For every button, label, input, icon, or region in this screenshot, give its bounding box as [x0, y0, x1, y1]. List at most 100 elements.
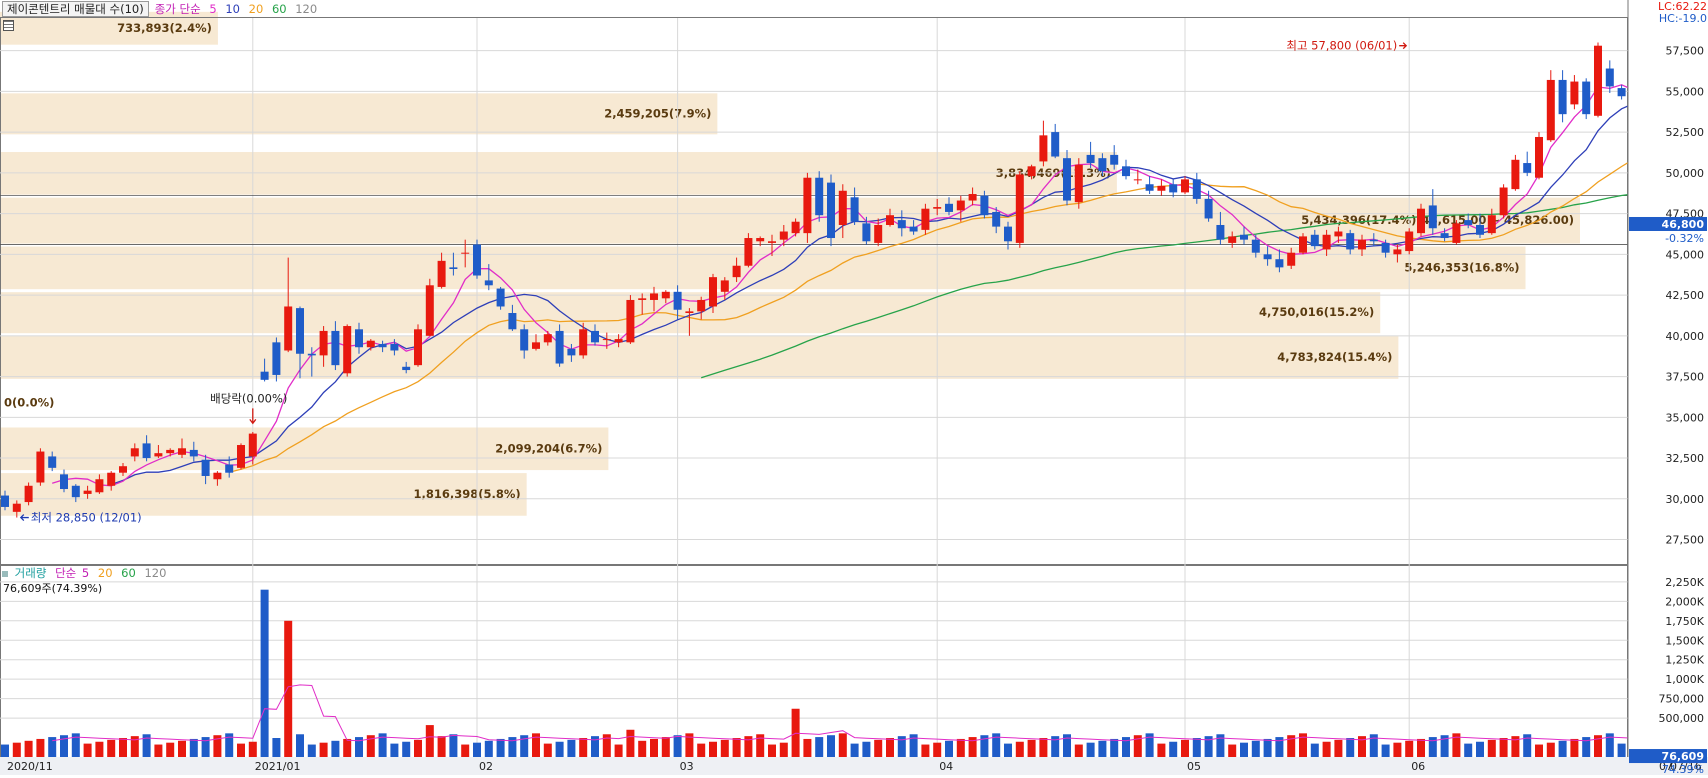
candle-body — [1369, 239, 1378, 242]
candle-body — [1039, 135, 1048, 162]
volume-bar — [95, 741, 104, 757]
candle-body — [437, 260, 446, 287]
candle-body — [1452, 223, 1461, 243]
symbol-selector[interactable]: 제이콘텐트리 매물대 수(10) — [2, 1, 149, 17]
volume-bar — [1334, 739, 1343, 757]
candle-body — [48, 456, 57, 468]
volume-bar — [862, 741, 871, 757]
volume-bar — [1015, 741, 1024, 757]
candle-body — [673, 291, 682, 310]
volume-bar — [1051, 736, 1060, 757]
volume-bar — [390, 743, 399, 757]
candle-body — [1192, 179, 1201, 199]
volume-bar — [1133, 735, 1142, 757]
date-tick-label: 07 — [1659, 760, 1673, 773]
volume-legend[interactable]: 거래량 단순 5 20 60 120 — [2, 565, 171, 581]
volume-bar — [1110, 738, 1119, 757]
volume-bars-layer — [1, 589, 1708, 757]
candle-body — [1263, 254, 1272, 260]
candle-body — [1275, 259, 1284, 268]
volume-profile-label: 0(0.0%) — [4, 396, 54, 410]
volume-bar — [119, 738, 127, 757]
candle-body — [1570, 81, 1579, 105]
volume-bar — [1039, 738, 1048, 757]
price-tick-label: 32,500 — [1666, 452, 1705, 465]
candle-body — [1405, 231, 1414, 252]
volume-bar — [909, 734, 918, 757]
volume-bar — [1464, 743, 1473, 757]
volume-bar — [1, 744, 9, 757]
candle-body — [60, 474, 68, 490]
price-tick-label: 55,000 — [1666, 85, 1705, 98]
candle-body — [1310, 234, 1319, 247]
candle-body — [709, 277, 717, 307]
candle-body — [1086, 154, 1095, 164]
candle-body — [779, 231, 788, 240]
price-tick-label: 35,000 — [1666, 411, 1705, 424]
candle-body — [1523, 163, 1532, 173]
candle-body — [638, 298, 647, 300]
volume-bar — [732, 738, 741, 757]
volume-bar — [201, 737, 210, 757]
price-indicator-legend[interactable]: 종가 단순 5 10 20 60 120 — [155, 1, 317, 17]
volume-bar — [1122, 737, 1130, 757]
candle-body — [130, 448, 139, 457]
candle-body — [614, 339, 623, 343]
volume-bar — [685, 733, 694, 757]
grid-settings-icon[interactable] — [3, 20, 14, 31]
candle-body — [83, 490, 92, 494]
volume-bar — [83, 743, 92, 757]
candle-body — [1594, 45, 1602, 116]
candle-body — [897, 220, 906, 229]
candle-body — [378, 343, 387, 348]
volume-bar — [520, 735, 529, 757]
hc-label: HC:-19.0 — [1658, 12, 1707, 25]
volume-bar — [886, 738, 894, 757]
volume-bar — [1487, 739, 1496, 757]
volume-profile-layer: 733,893(2.4%)2,459,205(7.9%)3,834,469(12… — [0, 11, 1580, 516]
date-tick-label: 04 — [939, 760, 953, 773]
volume-bar — [1582, 737, 1591, 757]
candle-body — [909, 226, 918, 232]
candle-body — [331, 330, 340, 366]
candle-body — [838, 190, 847, 225]
candle-body — [1511, 159, 1520, 190]
candle-body — [626, 299, 635, 343]
volume-bar — [1570, 738, 1579, 757]
volume-bar — [1251, 740, 1260, 757]
candle-body — [189, 449, 198, 457]
candle-body — [1346, 233, 1355, 250]
candle-body — [850, 197, 859, 222]
volume-profile-label: 4,783,824(15.4%) — [1277, 350, 1392, 364]
ma60-label: 60 — [271, 2, 287, 16]
volume-readout: 76,609주(74.39%) — [3, 582, 103, 595]
lc-label: LC:62.22 — [1657, 0, 1707, 13]
volume-bar — [874, 739, 883, 757]
volume-bar — [555, 741, 564, 757]
chart-header: 제이콘텐트리 매물대 수(10) 종가 단순 5 10 20 60 120 — [0, 1, 317, 17]
candle-body — [1240, 234, 1248, 240]
candle-body — [272, 342, 281, 375]
candle-body — [992, 211, 1001, 227]
candle-body — [968, 194, 977, 201]
ma120-label: 120 — [295, 2, 318, 16]
low-arrow-icon — [19, 514, 29, 522]
price-tick-label: 27,500 — [1666, 534, 1705, 547]
volume-bar — [1476, 741, 1484, 757]
volume-bar — [933, 742, 942, 757]
volume-bar — [1428, 737, 1437, 757]
candle-body — [95, 479, 104, 493]
candle-body — [1393, 249, 1402, 255]
dividend-annotation: 배당락(0.00%) — [210, 391, 287, 405]
date-tick-label: 05 — [1187, 760, 1201, 773]
candle-body — [461, 252, 470, 254]
volume-bar — [897, 736, 906, 757]
volume-bar — [189, 738, 198, 757]
volume-bar — [142, 734, 151, 757]
volume-bar — [650, 738, 658, 757]
volume-bar — [579, 738, 588, 757]
candle-body — [1428, 205, 1437, 229]
volume-bar — [968, 737, 977, 757]
